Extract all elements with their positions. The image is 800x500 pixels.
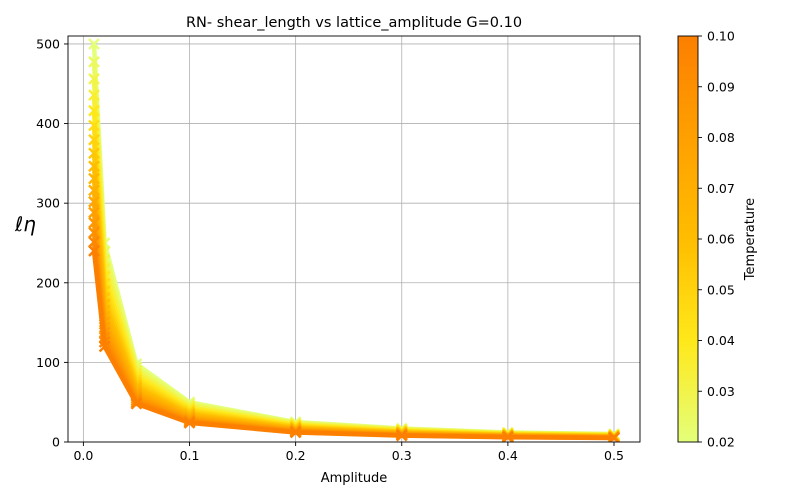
x-tick-label-1: 0.1 — [180, 448, 200, 463]
series-line-0 — [91, 43, 615, 437]
series-16-point-6 — [501, 431, 514, 442]
x-axis-ticks: 0.0 0.1 0.2 0.3 0.4 0.5 — [73, 442, 624, 463]
colorbar-tick-label-2: 0.04 — [707, 333, 735, 348]
series-3-point-0 — [88, 89, 100, 102]
plot-frame — [67, 35, 641, 443]
series-16-point-0 — [88, 245, 100, 257]
colorbar-label: Temperature — [743, 198, 758, 281]
series-7-point-0 — [88, 147, 100, 160]
y-tick-label-0: 0 — [52, 435, 60, 450]
series-line-3 — [91, 94, 615, 438]
y-tick-label-4: 400 — [36, 116, 60, 131]
series-line-1 — [91, 61, 615, 437]
chart-title: RN- shear_length vs lattice_amplitude G=… — [186, 15, 522, 31]
x-tick-label-5: 0.5 — [604, 448, 624, 463]
colorbar-ticks: 0.02 0.03 0.04 0.05 0.06 0.07 0.08 0.09 0.10 — [698, 29, 735, 450]
series-2-point-0 — [88, 72, 100, 85]
x-tick-label-3: 0.3 — [392, 448, 412, 463]
series-5-point-0 — [88, 119, 100, 132]
series-1-point-0 — [88, 55, 100, 68]
series-16-point-5 — [395, 429, 408, 442]
y-axis-label: ℓη — [14, 212, 36, 236]
series-13-point-0 — [88, 216, 100, 229]
colorbar-tick-label-8: 0.10 — [707, 29, 735, 44]
x-axis-label: Amplitude — [321, 471, 388, 486]
colorbar-tick-label-0: 0.02 — [707, 435, 735, 450]
colorbar-tick-label-3: 0.05 — [707, 282, 735, 297]
colorbar-tick-label-1: 0.03 — [707, 384, 735, 399]
colorbar — [677, 35, 699, 443]
y-tick-label-1: 100 — [36, 355, 60, 370]
series-0-point-0 — [88, 38, 100, 50]
series-12-point-0 — [88, 206, 100, 219]
y-tick-label-2: 200 — [36, 275, 60, 290]
series-10-point-0 — [88, 184, 100, 197]
colorbar-tick-label-5: 0.07 — [707, 181, 735, 196]
series-16-point-4 — [289, 426, 302, 439]
colorbar-tick-label-4: 0.06 — [707, 232, 735, 247]
x-tick-label-2: 0.2 — [286, 448, 306, 463]
series-16-point-7 — [608, 432, 620, 442]
y-tick-label-3: 300 — [36, 196, 60, 211]
series-line-4 — [91, 110, 615, 438]
series-line-2 — [91, 78, 615, 437]
series-8-point-0 — [88, 160, 100, 173]
series-16-point-3 — [183, 417, 196, 429]
x-tick-label-0: 0.0 — [73, 448, 93, 463]
series-group — [88, 38, 620, 442]
colorbar-tick-label-7: 0.09 — [707, 79, 735, 94]
colorbar-tick-label-6: 0.08 — [707, 130, 735, 145]
x-tick-label-4: 0.4 — [498, 448, 518, 463]
series-4-point-0 — [88, 104, 100, 117]
series-15-point-0 — [88, 236, 100, 248]
series-9-point-0 — [88, 172, 100, 185]
series-6-point-0 — [88, 133, 100, 146]
series-11-point-0 — [88, 195, 100, 208]
series-16-point-2 — [130, 397, 143, 410]
y-axis-ticks: 0 100 200 300 400 500 — [36, 36, 68, 450]
y-tick-label-5: 500 — [36, 36, 60, 51]
series-16-point-1 — [98, 340, 111, 353]
series-line-16 — [91, 250, 615, 441]
series-14-point-0 — [88, 226, 100, 239]
